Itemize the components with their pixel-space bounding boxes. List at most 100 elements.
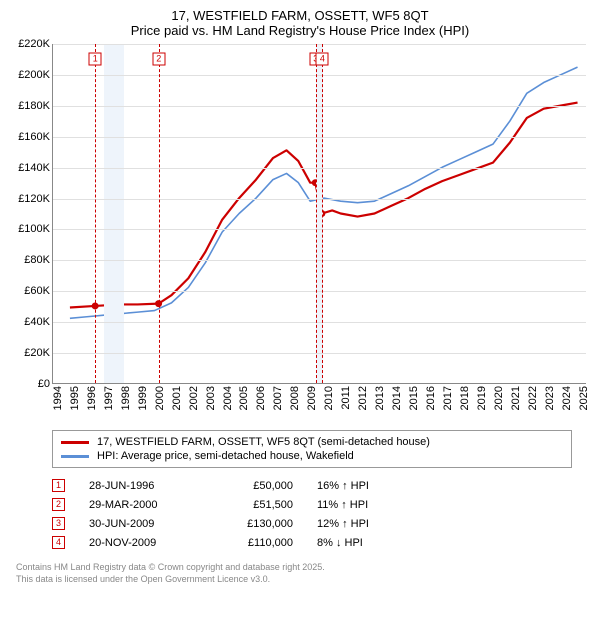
chart-container: 17, WESTFIELD FARM, OSSETT, WF5 8QT Pric… xyxy=(0,0,600,620)
y-tick-label: £220K xyxy=(18,38,50,50)
sale-date: 28-JUN-1996 xyxy=(89,480,189,492)
title-subtitle: Price paid vs. HM Land Registry's House … xyxy=(8,23,592,38)
x-tick-label: 2024 xyxy=(561,386,573,410)
sale-delta: 12% ↑ HPI xyxy=(317,518,397,530)
gridline xyxy=(53,168,586,169)
y-tick-label: £40K xyxy=(24,316,50,328)
footer: Contains HM Land Registry data © Crown c… xyxy=(16,562,592,585)
gridline xyxy=(53,137,586,138)
x-tick-label: 2016 xyxy=(425,386,437,410)
y-axis: £0£20K£40K£60K£80K£100K£120K£140K£160K£1… xyxy=(8,44,52,384)
shade-band xyxy=(104,44,124,383)
sale-marker: 2 xyxy=(52,498,65,511)
gridline xyxy=(53,199,586,200)
chart: £0 £20K £40K £60K £80K £100K £120K £140K £160K £1… xyxy=(8,44,592,424)
sale-row: 1 28-JUN-1996 £50,000 16% ↑ HPI xyxy=(52,476,592,495)
x-axis: 1994199519961997199819992000200120022003… xyxy=(52,384,586,424)
x-tick-label: 1996 xyxy=(86,386,98,410)
sale-marker: 4 xyxy=(52,536,65,549)
x-tick-label: 2019 xyxy=(476,386,488,410)
sale-row: 4 20-NOV-2009 £110,000 8% ↓ HPI xyxy=(52,533,592,552)
x-tick-label: 2021 xyxy=(510,386,522,410)
gridline xyxy=(53,291,586,292)
x-tick-label: 2025 xyxy=(578,386,590,410)
y-tick-label: £20K xyxy=(24,347,50,359)
sale-vline xyxy=(322,44,323,383)
chart-marker: 1 xyxy=(89,53,102,66)
footer-line2: This data is licensed under the Open Gov… xyxy=(16,574,592,586)
sale-row: 3 30-JUN-2009 £130,000 12% ↑ HPI xyxy=(52,514,592,533)
x-tick-label: 2003 xyxy=(205,386,217,410)
x-tick-label: 1997 xyxy=(103,386,115,410)
gridline xyxy=(53,75,586,76)
sale-vline xyxy=(95,44,96,383)
x-tick-label: 2006 xyxy=(255,386,267,410)
y-tick-label: £60K xyxy=(24,285,50,297)
sale-date: 29-MAR-2000 xyxy=(89,499,189,511)
sale-delta: 16% ↑ HPI xyxy=(317,480,397,492)
sale-date: 30-JUN-2009 xyxy=(89,518,189,530)
sale-price: £50,000 xyxy=(213,480,293,492)
x-tick-label: 2008 xyxy=(289,386,301,410)
x-tick-label: 2013 xyxy=(374,386,386,410)
x-tick-label: 2023 xyxy=(544,386,556,410)
legend-item: HPI: Average price, semi-detached house,… xyxy=(61,449,563,463)
sale-vline xyxy=(316,44,317,383)
x-tick-label: 1998 xyxy=(120,386,132,410)
x-tick-label: 2012 xyxy=(357,386,369,410)
legend-label: 17, WESTFIELD FARM, OSSETT, WF5 8QT (sem… xyxy=(97,436,430,448)
y-tick-label: £0 xyxy=(38,378,50,390)
legend-label: HPI: Average price, semi-detached house,… xyxy=(97,450,354,462)
x-tick-label: 2010 xyxy=(323,386,335,410)
x-tick-label: 2000 xyxy=(154,386,166,410)
x-tick-label: 2018 xyxy=(459,386,471,410)
sale-price: £51,500 xyxy=(213,499,293,511)
sale-marker: 1 xyxy=(52,479,65,492)
sale-delta: 8% ↓ HPI xyxy=(317,537,397,549)
sales-table: 1 28-JUN-1996 £50,000 16% ↑ HPI 2 29-MAR-2000… xyxy=(52,476,592,552)
x-tick-label: 2004 xyxy=(222,386,234,410)
y-tick-label: £140K xyxy=(18,162,50,174)
chart-marker: 4 xyxy=(316,53,329,66)
legend-swatch xyxy=(61,441,89,444)
y-tick-label: £120K xyxy=(18,193,50,205)
sale-date: 20-NOV-2009 xyxy=(89,537,189,549)
sale-vline xyxy=(159,44,160,383)
plot-area: 1234 xyxy=(52,44,586,384)
y-tick-label: £200K xyxy=(18,69,50,81)
y-tick-label: £80K xyxy=(24,254,50,266)
y-tick-label: £180K xyxy=(18,100,50,112)
sale-delta: 11% ↑ HPI xyxy=(317,499,397,511)
x-tick-label: 2011 xyxy=(340,386,352,410)
series-hpi xyxy=(70,67,578,318)
x-tick-label: 1999 xyxy=(137,386,149,410)
title-address: 17, WESTFIELD FARM, OSSETT, WF5 8QT xyxy=(8,8,592,23)
x-tick-label: 2020 xyxy=(493,386,505,410)
y-tick-label: £100K xyxy=(18,223,50,235)
gridline xyxy=(53,260,586,261)
gridline xyxy=(53,353,586,354)
sale-row: 2 29-MAR-2000 £51,500 11% ↑ HPI xyxy=(52,495,592,514)
gridline xyxy=(53,229,586,230)
gridline xyxy=(53,322,586,323)
sale-marker: 3 xyxy=(52,517,65,530)
title-block: 17, WESTFIELD FARM, OSSETT, WF5 8QT Pric… xyxy=(8,8,592,38)
x-tick-label: 2007 xyxy=(272,386,284,410)
x-tick-label: 2009 xyxy=(306,386,318,410)
legend-swatch xyxy=(61,455,89,458)
legend-item: 17, WESTFIELD FARM, OSSETT, WF5 8QT (sem… xyxy=(61,435,563,449)
x-tick-label: 2015 xyxy=(408,386,420,410)
x-tick-label: 2001 xyxy=(171,386,183,410)
x-tick-label: 2022 xyxy=(527,386,539,410)
x-tick-label: 2017 xyxy=(442,386,454,410)
legend: 17, WESTFIELD FARM, OSSETT, WF5 8QT (sem… xyxy=(52,430,572,468)
sale-price: £130,000 xyxy=(213,518,293,530)
gridline xyxy=(53,106,586,107)
y-tick-label: £160K xyxy=(18,131,50,143)
x-tick-label: 1994 xyxy=(52,386,64,410)
x-tick-label: 2005 xyxy=(238,386,250,410)
chart-marker: 2 xyxy=(152,53,165,66)
footer-line1: Contains HM Land Registry data © Crown c… xyxy=(16,562,592,574)
sale-price: £110,000 xyxy=(213,537,293,549)
x-tick-label: 1995 xyxy=(69,386,81,410)
